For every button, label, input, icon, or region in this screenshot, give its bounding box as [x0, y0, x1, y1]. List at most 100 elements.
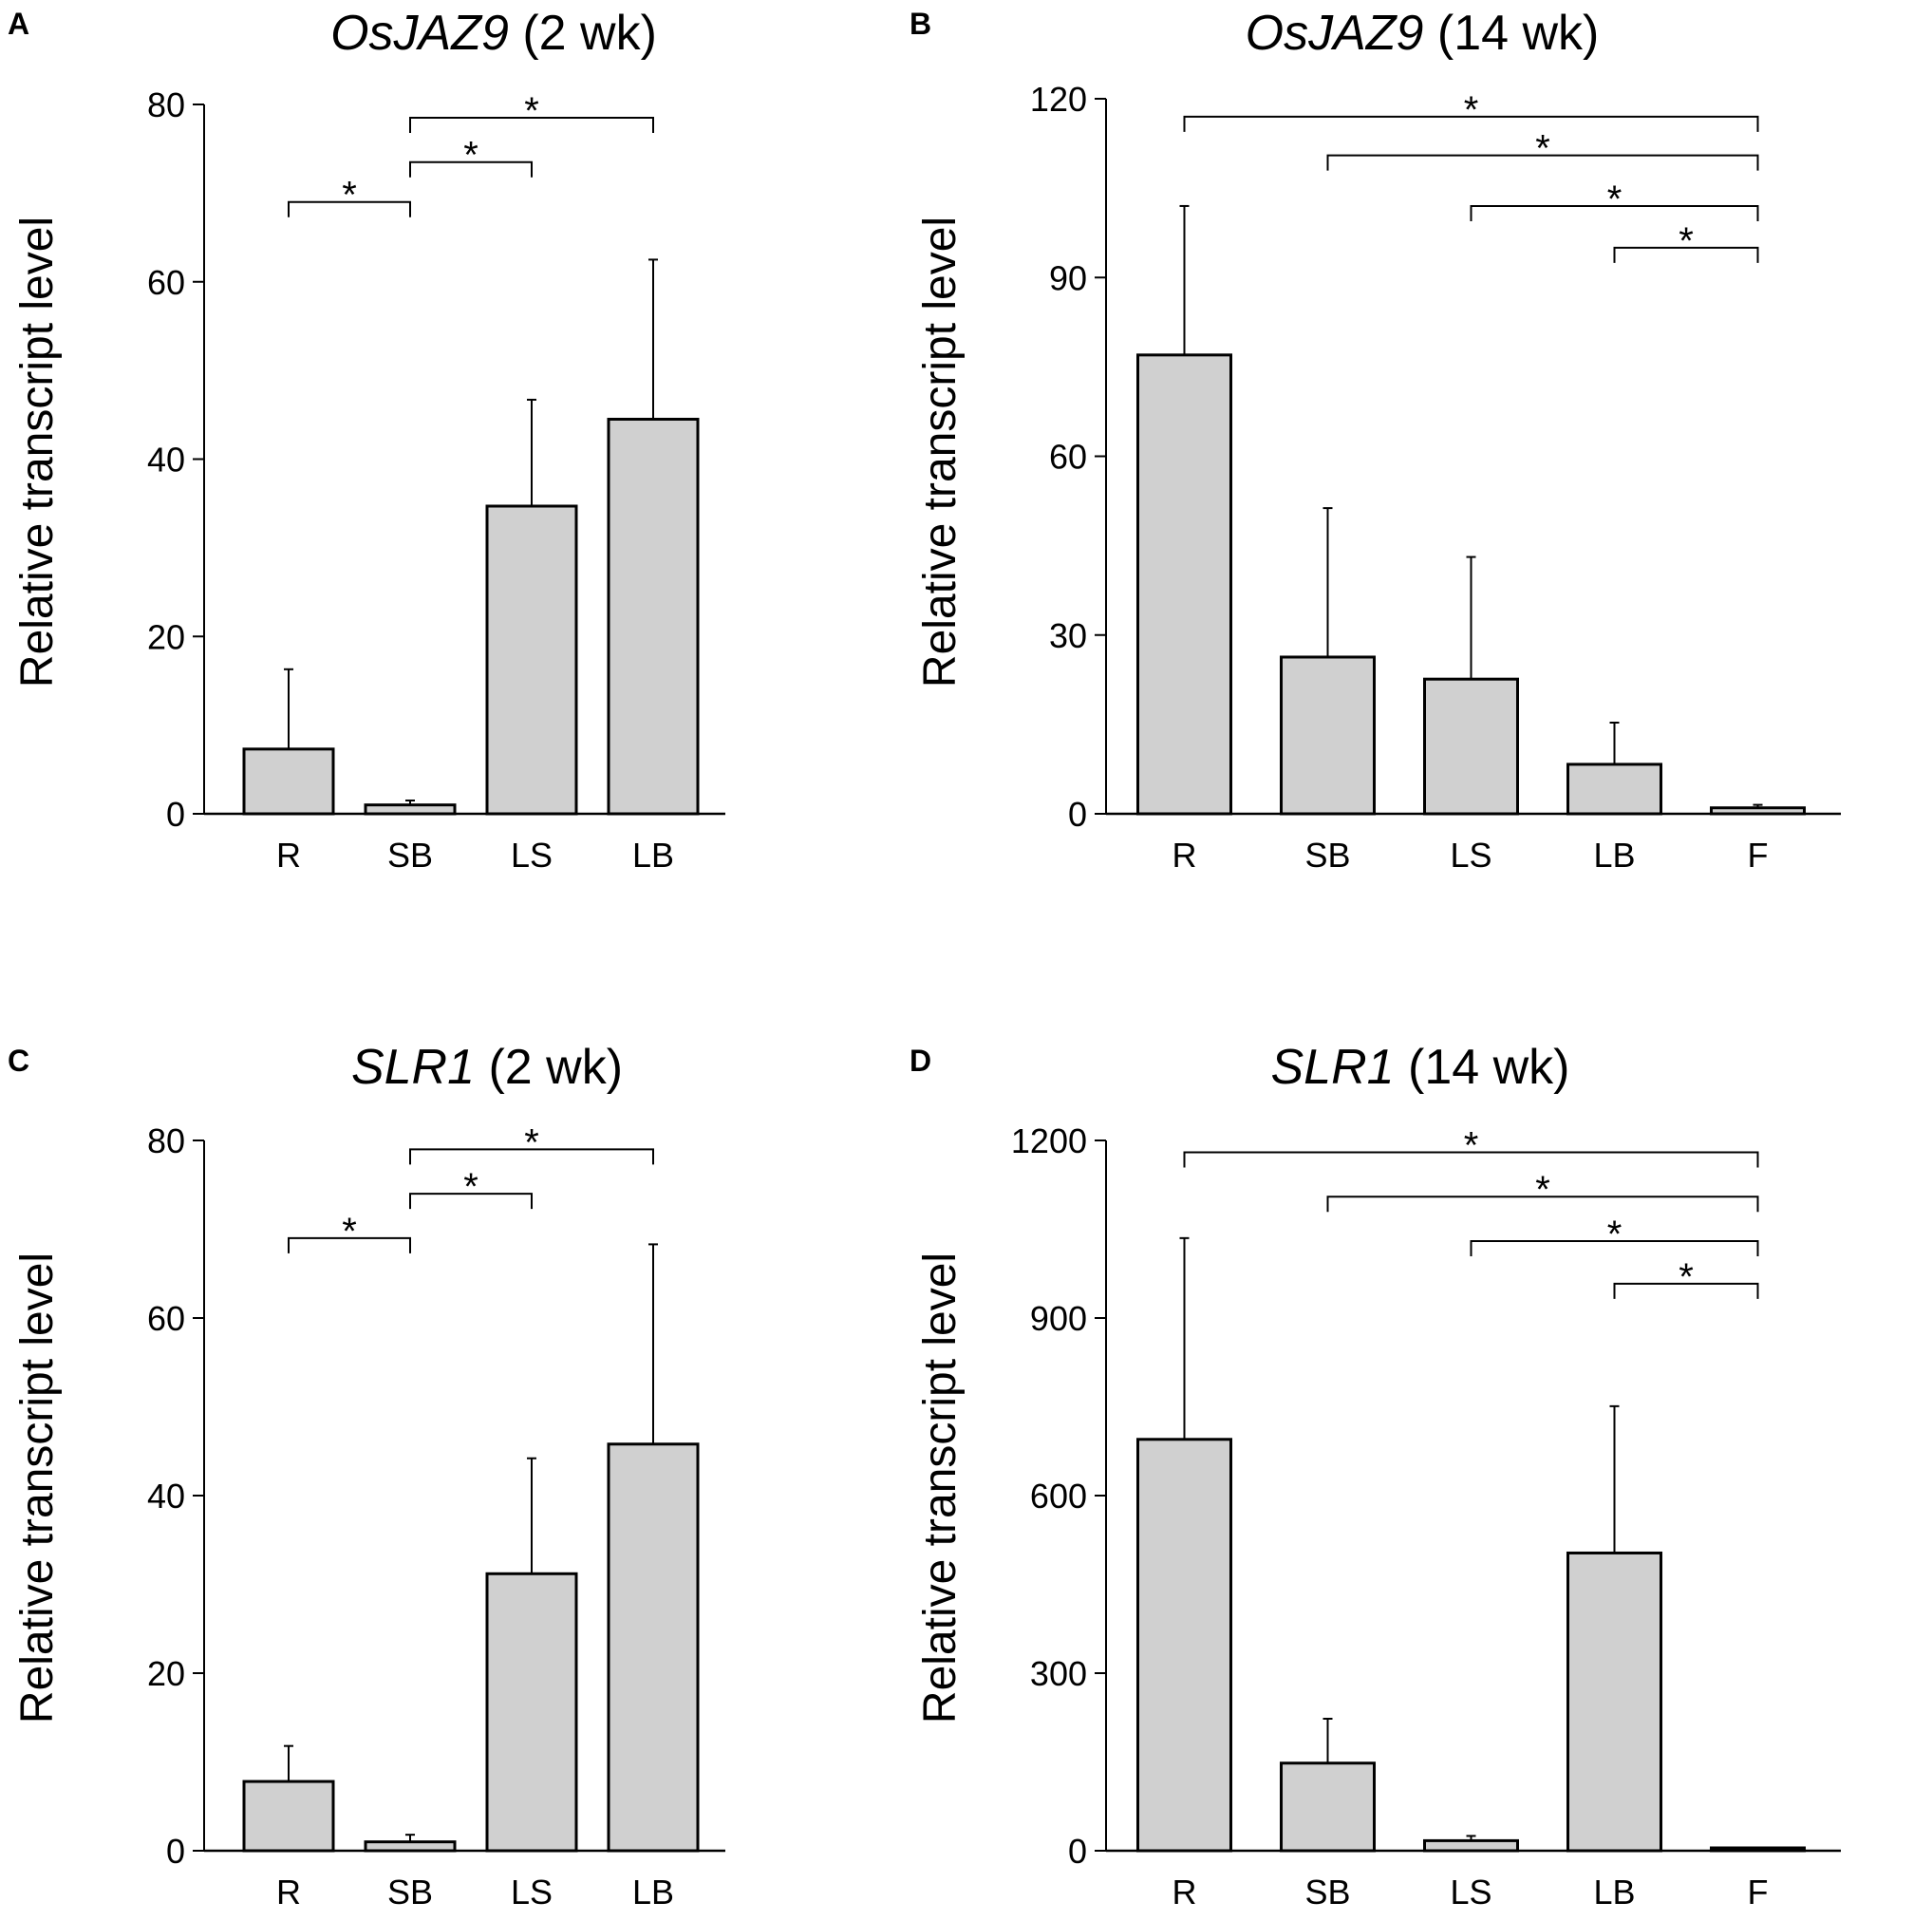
- significance-star: *: [463, 135, 478, 177]
- x-tick-label: LS: [1450, 836, 1491, 875]
- y-tick-label: 300: [1030, 1654, 1087, 1693]
- significance-star: *: [1464, 89, 1479, 131]
- x-tick-label: SB: [387, 1873, 433, 1912]
- panel-label: D: [910, 1044, 931, 1078]
- significance-star: *: [1607, 1214, 1623, 1255]
- y-tick-label: 60: [147, 263, 185, 302]
- x-tick-label: F: [1748, 1873, 1769, 1912]
- y-tick-label: 0: [1068, 1832, 1087, 1871]
- plot-area: 0 20 40 60 80 R SB LS LB * * *: [147, 1121, 725, 1912]
- significance-star: *: [1535, 128, 1550, 170]
- chart-title-gene: SLR1: [1271, 1040, 1395, 1095]
- chart-title: SLR1 (2 wk): [351, 1040, 623, 1095]
- significance-star: *: [342, 1211, 357, 1252]
- significance-bracket: [409, 1193, 533, 1210]
- x-tick-label: LB: [632, 1873, 674, 1912]
- y-tick-label: 900: [1030, 1299, 1087, 1338]
- x-tick-label: R: [1172, 1873, 1197, 1912]
- panel-a: A OsJAZ9 (2 wk) Relative transcript leve…: [8, 6, 725, 875]
- y-axis-label: Relative transcript level: [12, 1252, 63, 1723]
- significance-star: *: [1464, 1124, 1479, 1166]
- chart-title-gene: OsJAZ9: [1246, 6, 1424, 61]
- bar: [1566, 1551, 1662, 1853]
- panel-label: A: [8, 7, 29, 41]
- y-tick-label: 80: [147, 1121, 185, 1160]
- x-tick-label: F: [1748, 836, 1769, 875]
- plot-area: 0 20 40 60 80 R SB LS LB * * *: [147, 85, 725, 875]
- bar: [485, 1572, 578, 1853]
- bar: [1280, 1761, 1376, 1853]
- chart-title: OsJAZ9 (2 wk): [330, 6, 657, 61]
- panel-label: C: [8, 1044, 29, 1078]
- x-tick-label: SB: [387, 836, 433, 875]
- significance-bracket: [409, 160, 533, 178]
- significance-bracket: [288, 1236, 411, 1253]
- bar: [1710, 806, 1806, 816]
- y-tick-label: 600: [1030, 1477, 1087, 1516]
- panel-d: D SLR1 (14 wk) Relative transcript level…: [910, 1040, 1841, 1912]
- bar: [1566, 763, 1662, 816]
- bar: [1423, 677, 1519, 816]
- y-tick-label: 60: [147, 1299, 185, 1338]
- x-tick-label: R: [276, 1873, 301, 1912]
- chart-title: OsJAZ9 (14 wk): [1246, 6, 1600, 61]
- bar: [607, 1442, 700, 1853]
- plot-area: 0 30 60 90 120 R SB LS LB F * * * *: [1030, 80, 1841, 875]
- x-tick-label: R: [1172, 836, 1197, 875]
- significance-star: *: [342, 175, 357, 217]
- bar: [242, 747, 335, 816]
- y-axis-label: Relative transcript level: [915, 1252, 966, 1723]
- y-tick-label: 0: [1068, 795, 1087, 834]
- bar: [1136, 1438, 1232, 1853]
- y-tick-label: 20: [147, 617, 185, 656]
- significance-star: *: [524, 90, 539, 132]
- significance-star: *: [524, 1121, 539, 1163]
- significance-bracket: [409, 117, 654, 134]
- y-tick-label: 0: [166, 1832, 185, 1871]
- bar: [485, 504, 578, 816]
- panel-c: C SLR1 (2 wk) Relative transcript level …: [8, 1040, 725, 1912]
- significance-bracket: [1470, 1239, 1759, 1256]
- x-tick-label: LB: [1593, 1873, 1635, 1912]
- significance-star: *: [463, 1166, 478, 1208]
- x-tick-label: LS: [511, 836, 553, 875]
- chart-title-gene: OsJAZ9: [330, 6, 509, 61]
- y-tick-label: 20: [147, 1654, 185, 1693]
- significance-bracket: [1613, 246, 1759, 263]
- significance-star: *: [1679, 1256, 1694, 1298]
- bar: [364, 803, 457, 816]
- x-tick-label: LB: [632, 836, 674, 875]
- significance-star: *: [1607, 179, 1623, 220]
- x-tick-label: SB: [1304, 836, 1350, 875]
- bar: [242, 1780, 335, 1853]
- y-tick-label: 120: [1030, 80, 1087, 119]
- chart-title-gene: SLR1: [351, 1040, 475, 1095]
- significance-bracket: [1183, 115, 1759, 132]
- chart-title-suffix: (2 wk): [509, 6, 657, 61]
- significance-bracket: [1326, 154, 1759, 171]
- significance-bracket: [409, 1148, 654, 1165]
- panel-label: B: [910, 7, 931, 41]
- y-tick-label: 0: [166, 795, 185, 834]
- y-tick-label: 1200: [1011, 1121, 1087, 1160]
- y-tick-label: 40: [147, 1477, 185, 1516]
- y-tick-label: 30: [1049, 616, 1087, 655]
- x-tick-label: LS: [1450, 1873, 1491, 1912]
- bar: [1423, 1838, 1519, 1853]
- chart-title-suffix: (14 wk): [1423, 6, 1599, 61]
- bar: [607, 417, 700, 816]
- x-tick-label: LS: [511, 1873, 553, 1912]
- x-tick-label: LB: [1593, 836, 1635, 875]
- y-tick-label: 40: [147, 441, 185, 480]
- significance-bracket: [1183, 1151, 1759, 1168]
- y-tick-label: 90: [1049, 258, 1087, 297]
- panel-b: B OsJAZ9 (14 wk) Relative transcript lev…: [910, 6, 1841, 875]
- bar: [1710, 1846, 1806, 1853]
- significance-bracket: [1326, 1196, 1759, 1213]
- chart-title-suffix: (14 wk): [1395, 1040, 1570, 1095]
- significance-bracket: [1613, 1282, 1759, 1299]
- chart-title-suffix: (2 wk): [475, 1040, 623, 1095]
- y-axis-label: Relative transcript level: [12, 217, 63, 687]
- x-tick-label: SB: [1304, 1873, 1350, 1912]
